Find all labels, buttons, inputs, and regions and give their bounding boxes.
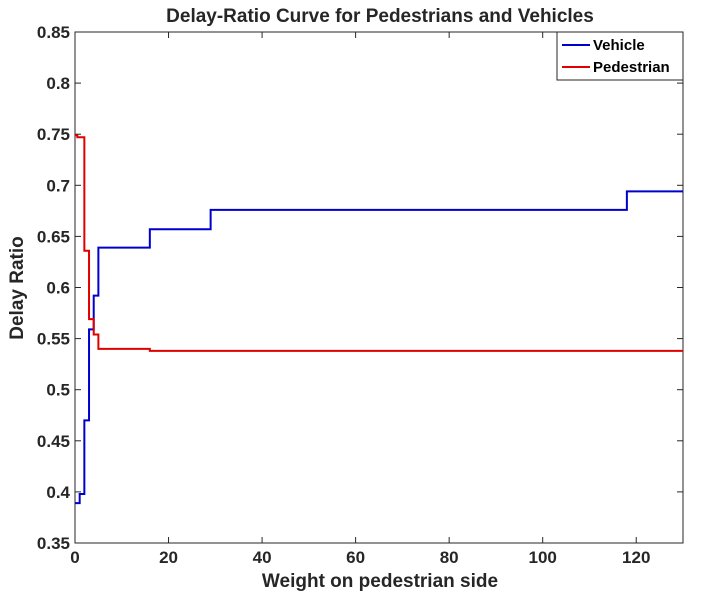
x-tick-label: 60 (346, 548, 365, 567)
y-tick-label: 0.8 (46, 74, 70, 93)
y-tick-label: 0.5 (46, 381, 70, 400)
y-tick-label: 0.6 (46, 279, 70, 298)
series-line-pedestrian (75, 134, 683, 352)
x-axis-label: Weight on pedestrian side (262, 571, 498, 592)
y-axis-ticks: 0.35 0.4 0.45 0.5 0.55 0.6 0.65 0.7 0.75 0.8 0.85 (37, 23, 683, 553)
series-line-vehicle (75, 190, 683, 505)
y-tick-label: 0.7 (46, 176, 70, 195)
x-tick-label: 80 (440, 548, 459, 567)
y-tick-label: 0.75 (37, 125, 70, 144)
y-tick-label: 0.65 (37, 227, 70, 246)
y-tick-label: 0.55 (37, 330, 70, 349)
legend-box (556, 31, 684, 81)
y-axis-label: Delay Ratio (7, 236, 28, 339)
plot-area (74, 31, 684, 544)
y-tick-label: 0.85 (37, 23, 70, 42)
x-tick-label: 0 (70, 548, 79, 567)
y-tick-label: 0.4 (46, 483, 70, 502)
x-tick-label: 100 (529, 548, 557, 567)
y-tick-label: 0.35 (37, 534, 70, 553)
legend-label-pedestrian: Pedestrian (593, 59, 670, 76)
legend: Vehicle Pedestrian (556, 31, 684, 81)
series-lines (75, 134, 683, 505)
legend-label-vehicle: Vehicle (593, 37, 645, 54)
x-axis-ticks: 0 20 40 60 80 100 120 (70, 32, 650, 567)
chart-title: Delay-Ratio Curve for Pedestrians and Ve… (166, 6, 594, 27)
x-tick-label: 120 (622, 548, 650, 567)
y-tick-label: 0.45 (37, 432, 70, 451)
x-tick-label: 40 (253, 548, 272, 567)
x-tick-label: 20 (159, 548, 178, 567)
